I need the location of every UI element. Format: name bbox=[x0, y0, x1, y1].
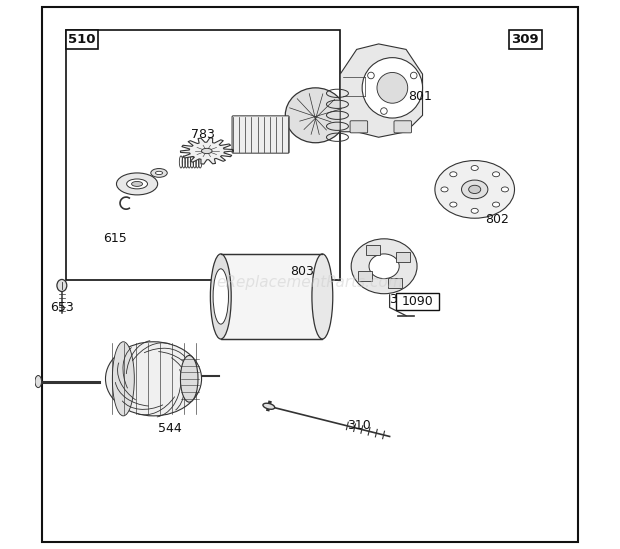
Ellipse shape bbox=[450, 172, 457, 177]
Circle shape bbox=[368, 72, 374, 79]
Ellipse shape bbox=[435, 160, 515, 218]
Ellipse shape bbox=[112, 341, 135, 416]
FancyBboxPatch shape bbox=[394, 121, 412, 133]
Ellipse shape bbox=[492, 202, 500, 207]
Text: 803: 803 bbox=[290, 265, 314, 278]
Polygon shape bbox=[180, 138, 233, 164]
Ellipse shape bbox=[156, 171, 162, 175]
Ellipse shape bbox=[469, 185, 481, 193]
Ellipse shape bbox=[351, 239, 417, 294]
Ellipse shape bbox=[502, 187, 508, 192]
Text: 309: 309 bbox=[512, 33, 539, 46]
Text: eReplacementParts.com: eReplacementParts.com bbox=[216, 275, 404, 290]
FancyBboxPatch shape bbox=[396, 251, 410, 262]
Circle shape bbox=[377, 72, 408, 103]
Ellipse shape bbox=[202, 148, 212, 154]
Ellipse shape bbox=[471, 209, 478, 214]
Ellipse shape bbox=[369, 254, 399, 279]
Text: 311: 311 bbox=[389, 293, 412, 306]
Ellipse shape bbox=[492, 172, 500, 177]
Ellipse shape bbox=[131, 181, 143, 186]
Ellipse shape bbox=[461, 180, 488, 199]
Ellipse shape bbox=[210, 254, 231, 339]
Circle shape bbox=[362, 58, 423, 118]
Ellipse shape bbox=[450, 202, 457, 207]
Ellipse shape bbox=[151, 169, 167, 177]
Bar bbox=[66, 30, 340, 280]
Text: 653: 653 bbox=[50, 301, 74, 314]
Ellipse shape bbox=[117, 173, 157, 195]
Ellipse shape bbox=[126, 179, 148, 189]
FancyBboxPatch shape bbox=[66, 30, 98, 49]
Text: 615: 615 bbox=[103, 232, 127, 245]
Ellipse shape bbox=[180, 356, 198, 402]
Text: 802: 802 bbox=[485, 213, 508, 226]
Bar bbox=[221, 254, 322, 339]
Ellipse shape bbox=[213, 269, 229, 324]
FancyBboxPatch shape bbox=[232, 116, 289, 153]
FancyBboxPatch shape bbox=[350, 121, 368, 133]
Ellipse shape bbox=[57, 279, 67, 292]
Ellipse shape bbox=[105, 341, 202, 416]
Ellipse shape bbox=[471, 165, 478, 170]
Circle shape bbox=[381, 108, 388, 114]
Text: 801: 801 bbox=[408, 89, 432, 103]
FancyBboxPatch shape bbox=[396, 293, 439, 310]
Ellipse shape bbox=[312, 254, 333, 339]
Text: 544: 544 bbox=[158, 422, 182, 435]
FancyBboxPatch shape bbox=[509, 30, 542, 49]
FancyBboxPatch shape bbox=[388, 278, 402, 288]
Text: 510: 510 bbox=[68, 33, 96, 46]
Ellipse shape bbox=[285, 88, 346, 143]
Text: 1090: 1090 bbox=[401, 295, 433, 308]
FancyBboxPatch shape bbox=[358, 271, 372, 281]
Polygon shape bbox=[340, 44, 423, 137]
Text: 310: 310 bbox=[348, 419, 371, 432]
FancyBboxPatch shape bbox=[366, 245, 380, 255]
Circle shape bbox=[410, 72, 417, 79]
Ellipse shape bbox=[441, 187, 448, 192]
Ellipse shape bbox=[263, 403, 275, 410]
Text: 783: 783 bbox=[191, 128, 215, 141]
Ellipse shape bbox=[35, 376, 42, 388]
